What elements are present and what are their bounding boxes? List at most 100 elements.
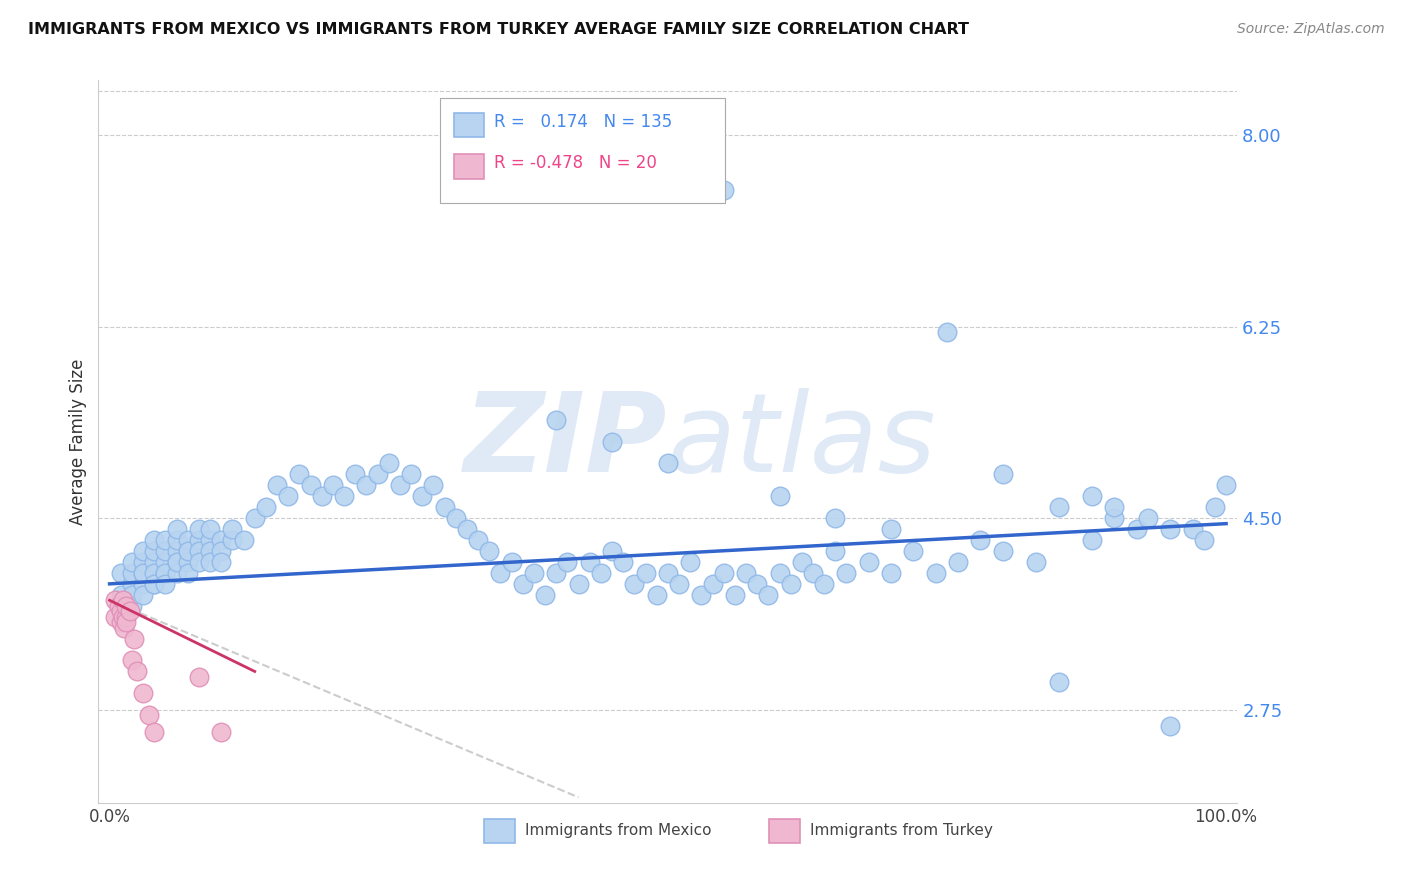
- Point: [1159, 522, 1181, 536]
- Point: [557, 555, 579, 569]
- Point: [243, 511, 266, 525]
- Point: [198, 555, 221, 569]
- Point: [779, 577, 801, 591]
- Point: [121, 588, 143, 602]
- Point: [177, 533, 200, 547]
- Point: [143, 566, 166, 580]
- Point: [377, 457, 399, 471]
- Point: [713, 566, 735, 580]
- Point: [702, 577, 724, 591]
- Point: [478, 544, 501, 558]
- Point: [132, 566, 155, 580]
- Point: [946, 555, 969, 569]
- Point: [790, 555, 813, 569]
- Point: [1104, 511, 1126, 525]
- Point: [177, 555, 200, 569]
- Point: [768, 566, 790, 580]
- Text: Immigrants from Mexico: Immigrants from Mexico: [526, 822, 711, 838]
- Point: [209, 544, 232, 558]
- Point: [288, 467, 311, 482]
- Point: [1047, 500, 1070, 515]
- Point: [713, 183, 735, 197]
- Point: [138, 708, 160, 723]
- Point: [858, 555, 880, 569]
- Point: [198, 533, 221, 547]
- Point: [433, 500, 456, 515]
- Point: [115, 609, 138, 624]
- Point: [143, 724, 166, 739]
- Point: [187, 533, 209, 547]
- Point: [166, 544, 188, 558]
- Point: [122, 632, 145, 646]
- Point: [115, 599, 138, 613]
- Point: [824, 511, 846, 525]
- Point: [155, 533, 177, 547]
- Point: [903, 544, 925, 558]
- Point: [388, 478, 411, 492]
- Point: [177, 544, 200, 558]
- Point: [824, 544, 846, 558]
- Point: [768, 489, 790, 503]
- Point: [1126, 522, 1149, 536]
- Point: [187, 522, 209, 536]
- Point: [735, 566, 758, 580]
- FancyBboxPatch shape: [440, 98, 725, 203]
- Point: [187, 670, 209, 684]
- Point: [110, 566, 132, 580]
- Point: [411, 489, 433, 503]
- Point: [177, 544, 200, 558]
- Point: [1025, 555, 1047, 569]
- Point: [422, 478, 444, 492]
- Point: [143, 577, 166, 591]
- Point: [254, 500, 277, 515]
- Point: [118, 604, 141, 618]
- Point: [880, 522, 903, 536]
- Point: [115, 615, 138, 630]
- Point: [121, 599, 143, 613]
- Point: [612, 555, 634, 569]
- Point: [936, 325, 959, 339]
- Point: [1181, 522, 1204, 536]
- Point: [991, 467, 1014, 482]
- Text: R =   0.174   N = 135: R = 0.174 N = 135: [494, 113, 672, 131]
- Point: [166, 555, 188, 569]
- Point: [143, 533, 166, 547]
- Point: [1047, 675, 1070, 690]
- Point: [969, 533, 991, 547]
- Point: [600, 434, 623, 449]
- Point: [668, 577, 690, 591]
- Point: [127, 665, 149, 679]
- Point: [132, 588, 155, 602]
- Point: [578, 555, 600, 569]
- Point: [925, 566, 948, 580]
- Point: [132, 544, 155, 558]
- Text: atlas: atlas: [668, 388, 936, 495]
- Point: [534, 588, 557, 602]
- Point: [344, 467, 367, 482]
- Point: [121, 566, 143, 580]
- Point: [187, 544, 209, 558]
- Point: [277, 489, 299, 503]
- Point: [121, 653, 143, 667]
- Point: [835, 566, 858, 580]
- Point: [132, 555, 155, 569]
- Point: [444, 511, 467, 525]
- Point: [143, 544, 166, 558]
- Point: [177, 566, 200, 580]
- Point: [690, 588, 713, 602]
- Point: [299, 478, 322, 492]
- Point: [657, 566, 679, 580]
- Y-axis label: Average Family Size: Average Family Size: [69, 359, 87, 524]
- Point: [747, 577, 769, 591]
- Text: IMMIGRANTS FROM MEXICO VS IMMIGRANTS FROM TURKEY AVERAGE FAMILY SIZE CORRELATION: IMMIGRANTS FROM MEXICO VS IMMIGRANTS FRO…: [28, 22, 969, 37]
- Point: [756, 588, 779, 602]
- Point: [456, 522, 478, 536]
- FancyBboxPatch shape: [769, 819, 800, 843]
- Point: [567, 577, 589, 591]
- Point: [221, 533, 243, 547]
- Point: [1159, 719, 1181, 733]
- Point: [1204, 500, 1226, 515]
- Point: [155, 577, 177, 591]
- Point: [155, 544, 177, 558]
- Point: [367, 467, 389, 482]
